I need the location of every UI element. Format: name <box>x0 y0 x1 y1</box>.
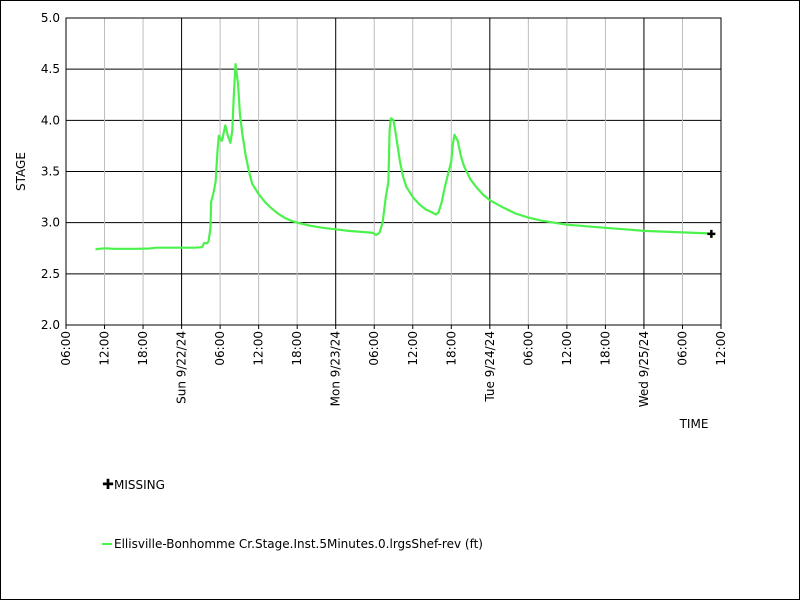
x-tick-label: 12:00 <box>406 331 420 366</box>
legend-label-missing: MISSING <box>114 478 165 492</box>
y-tick-label: 3.5 <box>41 165 60 179</box>
x-tick-label: Sun 9/22/24 <box>175 331 189 404</box>
y-tick-label: 2.0 <box>41 318 60 332</box>
x-tick-label: 18:00 <box>444 331 458 366</box>
x-tick-label: 18:00 <box>598 331 612 366</box>
x-tick-label: 06:00 <box>213 331 227 366</box>
x-tick-label: 06:00 <box>521 331 535 366</box>
x-tick-label: 12:00 <box>560 331 574 366</box>
x-tick-label: 12:00 <box>98 331 112 366</box>
y-tick-label: 2.5 <box>41 267 60 281</box>
legend-item-missing: ✚ MISSING <box>102 478 165 492</box>
x-tick-label: 06:00 <box>367 331 381 366</box>
x-tick-label: Tue 9/24/24 <box>483 331 497 403</box>
x-tick-label: 06:00 <box>59 331 73 366</box>
y-tick-label: 4.0 <box>41 113 60 127</box>
x-tick-label: 18:00 <box>290 331 304 366</box>
x-axis-label: TIME <box>679 417 709 431</box>
series-line <box>95 62 709 251</box>
legend-item-series: Ellisville-Bonhomme Cr.Stage.Inst.5Minut… <box>102 537 483 551</box>
y-tick-label: 3.0 <box>41 216 60 230</box>
x-tick-label: Mon 9/23/24 <box>329 331 343 406</box>
plot-area <box>65 17 722 326</box>
y-tick-label: 5.0 <box>41 11 60 25</box>
y-axis-label: STAGE <box>14 152 28 191</box>
x-tick-label: 12:00 <box>252 331 266 366</box>
plus-icon: ✚ <box>102 477 114 493</box>
missing-marker <box>707 229 716 238</box>
x-tick-label: Wed 9/25/24 <box>637 331 651 407</box>
x-tick-label: 12:00 <box>714 331 728 366</box>
y-tick-label: 4.5 <box>41 62 60 76</box>
legend-line-swatch <box>102 543 112 545</box>
x-tick-label: 06:00 <box>675 331 689 366</box>
legend-label-series: Ellisville-Bonhomme Cr.Stage.Inst.5Minut… <box>114 537 483 551</box>
x-tick-label: 18:00 <box>136 331 150 366</box>
